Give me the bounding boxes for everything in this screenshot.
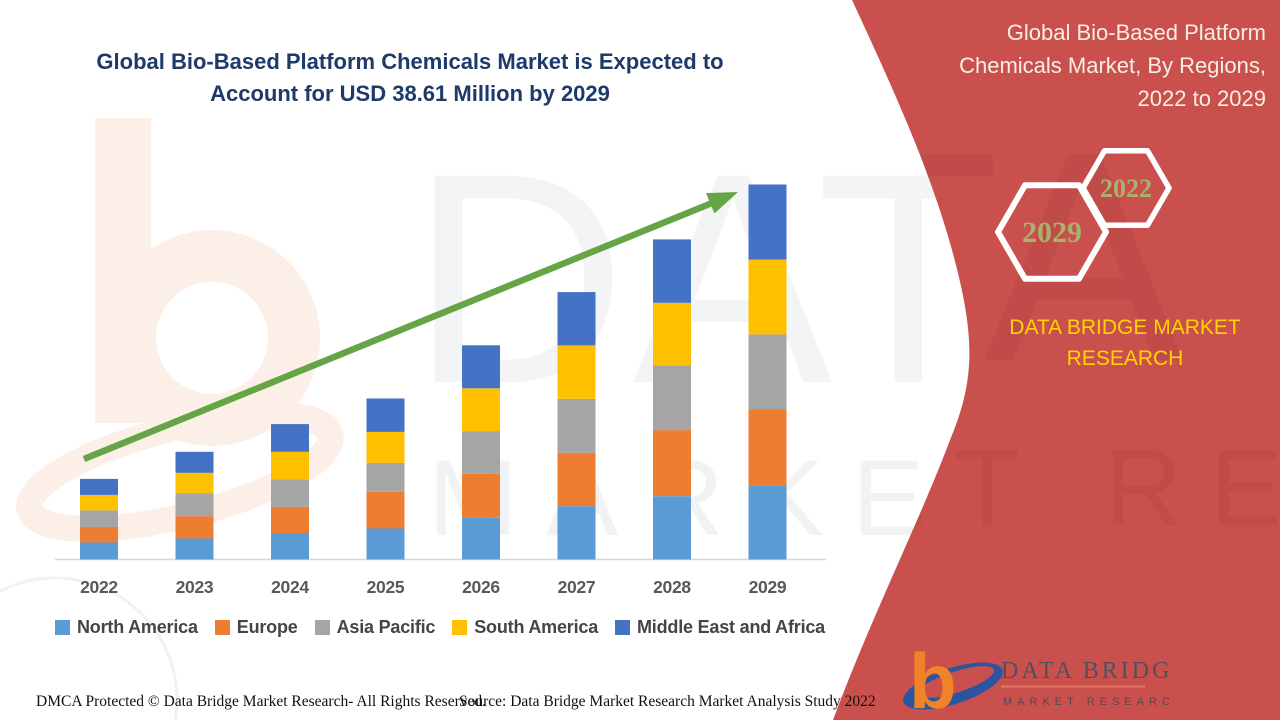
growth-arrow-head-icon xyxy=(706,192,738,214)
bar-segment-2024-europe xyxy=(271,506,309,534)
legend-swatch-south-america xyxy=(452,620,468,635)
legend-label-middle-east-and-africa: Middle East and Africa xyxy=(637,617,825,637)
panel-title: Global Bio-Based Platform Chemicals Mark… xyxy=(896,16,1266,115)
x-axis-label-2022: 2022 xyxy=(80,577,118,597)
bar-segment-2025-north-america xyxy=(366,528,405,560)
bar-segment-2029-asia-pacific xyxy=(748,334,787,410)
x-axis-label-2028: 2028 xyxy=(653,577,691,597)
company-logo: b DATA BRIDGE MARKET RESEARCH xyxy=(903,637,1173,720)
x-axis-label-2027: 2027 xyxy=(557,577,596,597)
bar-segment-2027-north-america xyxy=(557,506,596,560)
brand-name-line2: RESEARCH xyxy=(1066,347,1184,370)
bar-segment-2023-europe xyxy=(175,516,214,539)
logo-b-icon: b xyxy=(909,637,957,720)
legend-swatch-north-america xyxy=(55,620,70,635)
bar-segment-2029-south-america xyxy=(748,259,787,335)
side-panel-shape xyxy=(833,0,1280,720)
legend-swatch-middle-east-and-africa xyxy=(615,620,631,635)
bar-segment-2024-north-america xyxy=(271,533,309,560)
bar-segment-2025-europe xyxy=(366,491,405,529)
bar-segment-2025-asia-pacific xyxy=(366,462,405,492)
bar-segment-2028-north-america xyxy=(653,496,691,560)
x-axis-labels: 2022 2023 2024 2025 2026 2027 2028 2029 xyxy=(0,577,860,601)
bar-segment-2026-south-america xyxy=(462,388,500,432)
bar-segment-2023-south-america xyxy=(175,472,214,494)
legend-item-asia-pacific: Asia Pacific xyxy=(314,617,436,638)
brand-name: DATA BRIDGE MARKET RESEARCH xyxy=(965,312,1280,374)
panel-watermark-line2: MARKET RESEARCH xyxy=(430,427,1280,548)
brand-name-line1: DATA BRIDGE MARKET xyxy=(1009,316,1241,339)
x-axis-label-2023: 2023 xyxy=(175,577,214,597)
watermark-circle xyxy=(0,576,179,720)
hexagon-label-2029: 2029 xyxy=(1022,216,1082,249)
page-title-line2: Account for USD 38.61 Million by 2029 xyxy=(210,81,610,106)
logo-name: DATA BRIDGE xyxy=(1001,658,1173,684)
legend-swatch-asia-pacific xyxy=(314,620,330,635)
legend-item-middle-east-and-africa: Middle East and Africa xyxy=(615,617,825,638)
bar-segment-2026-middle-east-and-africa xyxy=(462,345,500,389)
bar-segment-2025-south-america xyxy=(366,431,405,463)
bar-segment-2026-north-america xyxy=(462,517,500,560)
legend-item-south-america: South America xyxy=(452,617,598,638)
bars-group xyxy=(80,184,787,560)
bar-segment-2022-north-america xyxy=(80,542,118,560)
x-axis-label-2025: 2025 xyxy=(366,577,405,597)
legend-item-europe: Europe xyxy=(214,617,298,638)
bar-segment-2024-asia-pacific xyxy=(271,479,309,507)
growth-arrow-shaft xyxy=(82,199,714,463)
year-hexagons: 2022 2029 xyxy=(995,148,1172,282)
bar-segment-2023-asia-pacific xyxy=(175,493,214,517)
footer-dmca: DMCA Protected © Data Bridge Market Rese… xyxy=(36,693,486,710)
x-axis-label-2029: 2029 xyxy=(748,577,787,597)
bar-segment-2023-middle-east-and-africa xyxy=(175,451,214,473)
bar-segment-2029-north-america xyxy=(748,485,787,560)
page-title-line1: Global Bio-Based Platform Chemicals Mark… xyxy=(96,49,724,74)
bar-segment-2024-middle-east-and-africa xyxy=(271,424,309,452)
x-axis-label-2026: 2026 xyxy=(462,577,500,597)
legend-label-south-america: South America xyxy=(474,617,599,637)
hexagon-label-2022: 2022 xyxy=(1100,174,1152,203)
bar-segment-2027-south-america xyxy=(557,345,596,399)
bar-segment-2029-middle-east-and-africa xyxy=(748,184,787,260)
legend-swatch-europe xyxy=(214,620,230,635)
logo-swoosh-cutout xyxy=(917,666,995,698)
hexagon-2029-icon xyxy=(995,182,1109,282)
bar-segment-2028-europe xyxy=(653,430,691,497)
panel-title-line3: 2022 to 2029 xyxy=(1137,86,1266,111)
bar-segment-2024-south-america xyxy=(271,451,309,480)
legend-label-europe: Europe xyxy=(236,617,298,637)
bar-segment-2023-north-america xyxy=(175,538,214,560)
page-title: Global Bio-Based Platform Chemicals Mark… xyxy=(58,46,762,110)
panel-title-line1: Global Bio-Based Platform xyxy=(1006,20,1266,45)
bar-segment-2022-asia-pacific xyxy=(80,510,118,527)
legend-label-north-america: North America xyxy=(77,617,198,637)
bar-segment-2022-south-america xyxy=(80,494,118,511)
bar-segment-2025-middle-east-and-africa xyxy=(366,398,405,432)
x-axis-label-2024: 2024 xyxy=(271,577,309,597)
bar-segment-2028-middle-east-and-africa xyxy=(653,239,691,303)
bar-segment-2028-asia-pacific xyxy=(653,365,691,431)
bar-segment-2029-europe xyxy=(748,409,787,486)
panel-title-line2: Chemicals Market, By Regions, xyxy=(959,53,1266,78)
bar-segment-2027-middle-east-and-africa xyxy=(557,292,596,346)
bar-segment-2026-asia-pacific xyxy=(462,431,500,474)
bar-segment-2027-europe xyxy=(557,452,596,507)
bar-segment-2026-europe xyxy=(462,473,500,518)
footer-source: Source: Data Bridge Market Research Mark… xyxy=(459,693,876,710)
bar-segment-2027-asia-pacific xyxy=(557,398,596,453)
chart-legend: North America Europe Asia Pacific South Ame… xyxy=(55,617,825,638)
bar-segment-2022-middle-east-and-africa xyxy=(80,478,118,495)
legend-item-north-america: North America xyxy=(55,617,198,638)
bar-segment-2022-europe xyxy=(80,527,118,543)
bar-segment-2028-south-america xyxy=(653,302,691,366)
logo-subtitle: MARKET RESEARCH xyxy=(1003,696,1173,708)
legend-label-asia-pacific: Asia Pacific xyxy=(336,617,436,637)
growth-arrow xyxy=(82,192,738,463)
